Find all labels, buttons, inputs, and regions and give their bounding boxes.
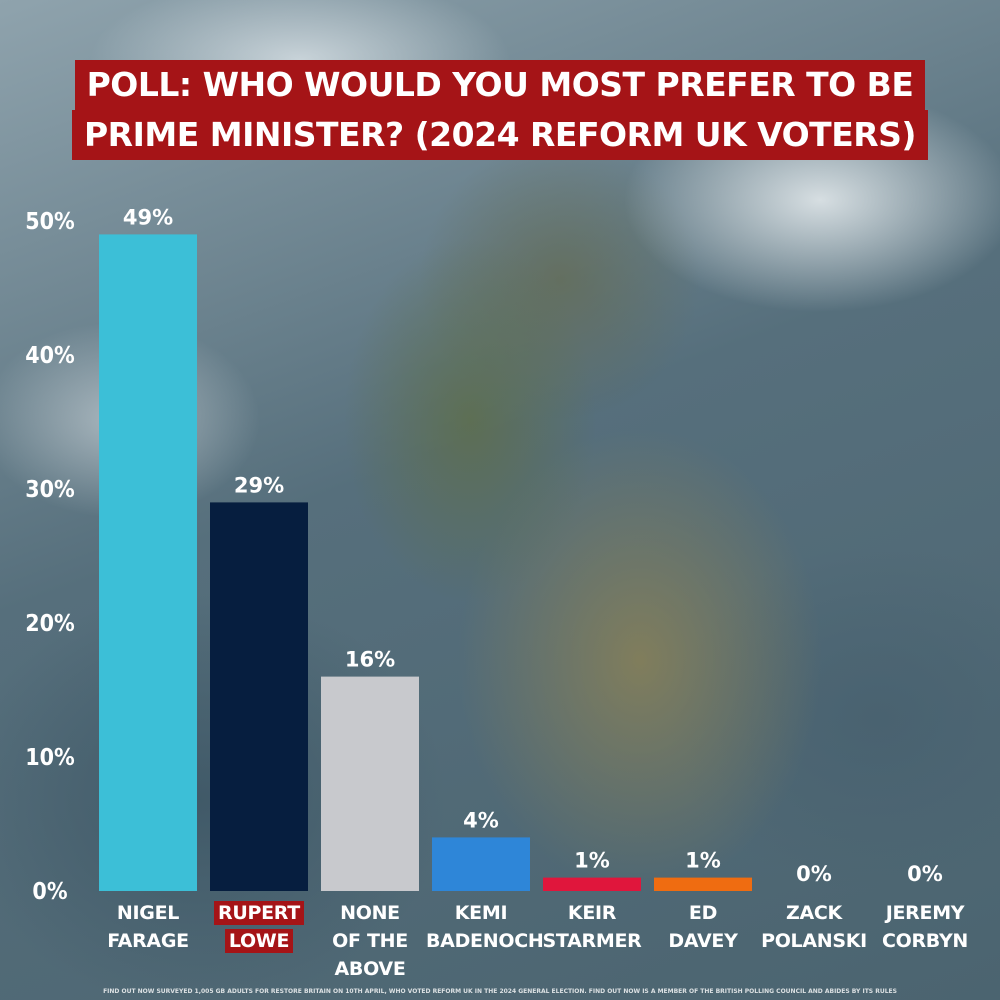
y-tick-label: 40% bbox=[25, 343, 75, 369]
y-tick-label: 0% bbox=[32, 879, 67, 905]
y-tick-label: 30% bbox=[25, 477, 75, 503]
bar bbox=[654, 877, 752, 891]
data-label: 1% bbox=[574, 849, 610, 873]
data-label: 4% bbox=[463, 808, 499, 832]
bar bbox=[99, 234, 197, 891]
bar bbox=[432, 837, 530, 891]
chart-title-line-1: POLL: WHO WOULD YOU MOST PREFER TO BE bbox=[74, 60, 926, 110]
chart-title-line-2: PRIME MINISTER? (2024 REFORM UK VOTERS) bbox=[71, 110, 928, 160]
data-label: 0% bbox=[796, 862, 832, 886]
x-tick-label: KEMI BADENOCH bbox=[426, 902, 544, 952]
data-label: 16% bbox=[345, 648, 395, 672]
y-tick-label: 10% bbox=[25, 745, 75, 771]
data-label: 29% bbox=[234, 473, 284, 497]
x-tick-label-highlight: LOWE bbox=[224, 929, 294, 953]
x-tick-label: ED DAVEY bbox=[668, 902, 738, 952]
y-tick-label: 50% bbox=[25, 209, 75, 235]
footnote: FIND OUT NOW SURVEYED 1,005 GB ADULTS FO… bbox=[103, 988, 897, 995]
x-tick-label: NIGEL FARAGE bbox=[107, 902, 189, 952]
x-tick-label: RUPERT LOWE bbox=[204, 899, 314, 955]
x-tick-label-highlight: RUPERT bbox=[214, 901, 304, 925]
y-tick-label: 20% bbox=[25, 611, 75, 637]
data-label: 0% bbox=[907, 862, 943, 886]
bar bbox=[543, 877, 641, 891]
x-tick-label: KEIR STARMER bbox=[542, 902, 642, 952]
data-label: 1% bbox=[685, 849, 721, 873]
bar bbox=[321, 676, 419, 891]
chart-title: POLL: WHO WOULD YOU MOST PREFER TO BE PR… bbox=[0, 60, 1000, 160]
x-tick-label: JEREMY CORBYN bbox=[881, 902, 969, 952]
data-label: 49% bbox=[123, 205, 173, 229]
x-tick-label: ZACK POLANSKI bbox=[761, 902, 867, 952]
x-tick-label: NONE OF THE ABOVE bbox=[332, 902, 408, 980]
bar bbox=[210, 502, 308, 891]
